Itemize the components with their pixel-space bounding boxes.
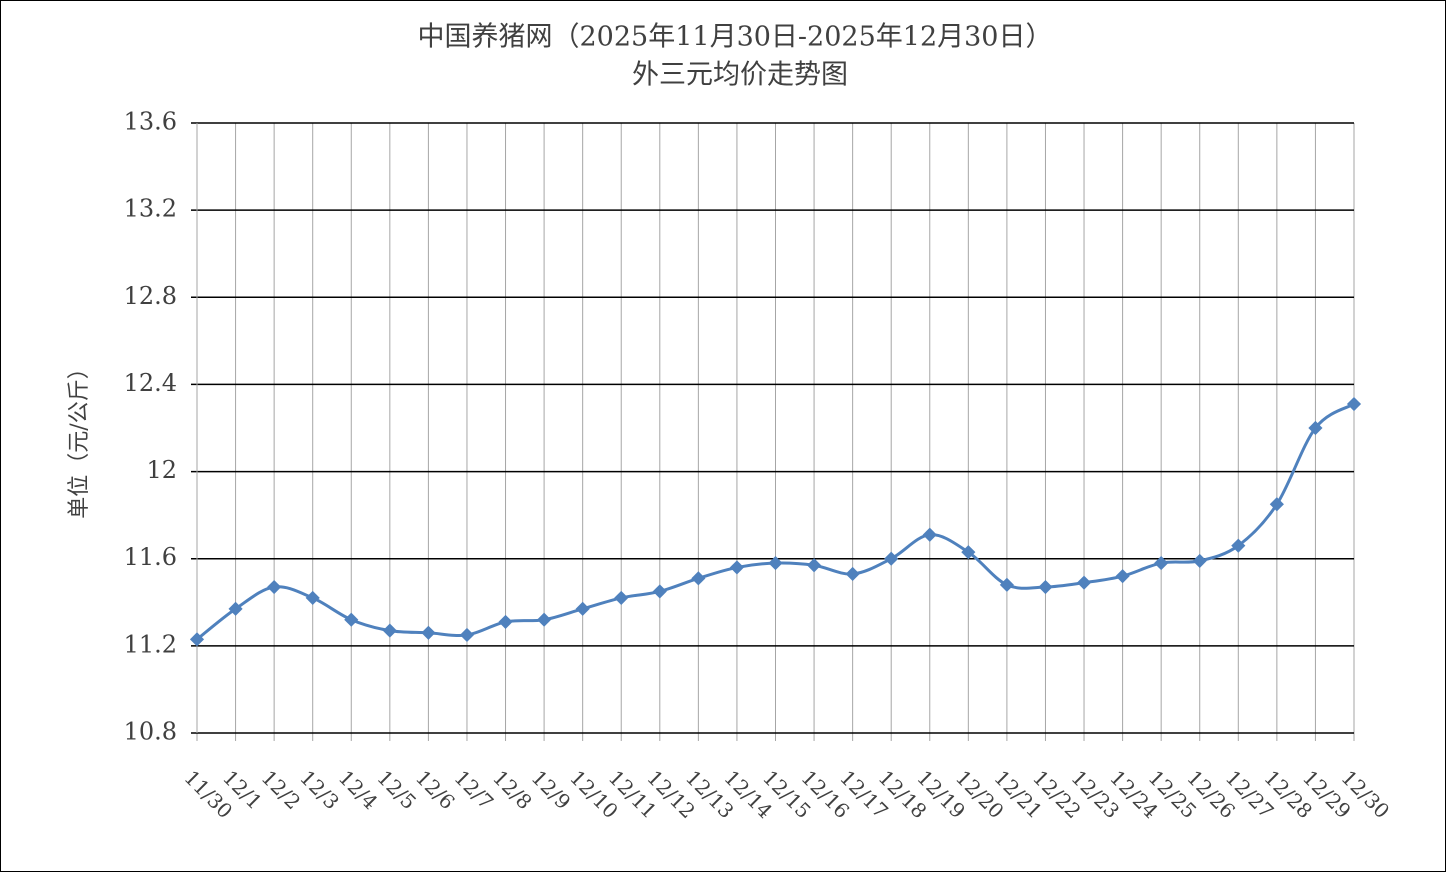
data-point xyxy=(845,566,860,582)
data-point xyxy=(228,601,243,616)
data-point xyxy=(1231,538,1246,553)
data-point xyxy=(999,577,1014,592)
data-point xyxy=(421,625,436,640)
data-point xyxy=(537,612,552,627)
data-point xyxy=(382,623,397,638)
y-axis-label: 单位（元/公斤） xyxy=(67,357,92,518)
data-point xyxy=(1192,553,1207,568)
y-tick-label: 13.6 xyxy=(124,108,177,136)
data-point xyxy=(652,584,667,599)
data-point xyxy=(498,614,513,629)
chart-subtitle: 外三元均价走势图 xyxy=(632,60,848,91)
data-point xyxy=(267,579,282,595)
data-point xyxy=(1308,420,1323,436)
data-point xyxy=(189,632,205,647)
data-point xyxy=(614,590,629,605)
data-point xyxy=(1269,497,1284,512)
data-point xyxy=(961,545,976,560)
data-point xyxy=(1115,569,1130,584)
y-tick-label: 12.8 xyxy=(124,282,177,310)
y-tick-label: 11.6 xyxy=(124,543,177,571)
data-point xyxy=(459,627,475,643)
data-point xyxy=(1076,575,1092,590)
y-tick-label: 12 xyxy=(146,456,177,484)
data-point xyxy=(575,601,590,616)
chart-title: 中国养猪网（2025年11月30日-2025年12月30日） xyxy=(418,22,1053,53)
data-point xyxy=(768,556,783,571)
data-point xyxy=(806,558,822,573)
y-tick-label: 13.2 xyxy=(124,195,177,223)
y-tick-label: 11.2 xyxy=(124,630,177,658)
data-point xyxy=(305,590,320,605)
data-point xyxy=(884,551,899,566)
data-point xyxy=(1038,579,1053,595)
y-tick-label: 12.4 xyxy=(124,369,177,397)
y-tick-label: 10.8 xyxy=(124,718,177,746)
data-point xyxy=(691,571,706,586)
data-point xyxy=(344,612,359,627)
data-point xyxy=(922,527,937,542)
data-point xyxy=(1154,556,1169,571)
data-point xyxy=(1346,396,1362,412)
data-point xyxy=(729,560,745,575)
